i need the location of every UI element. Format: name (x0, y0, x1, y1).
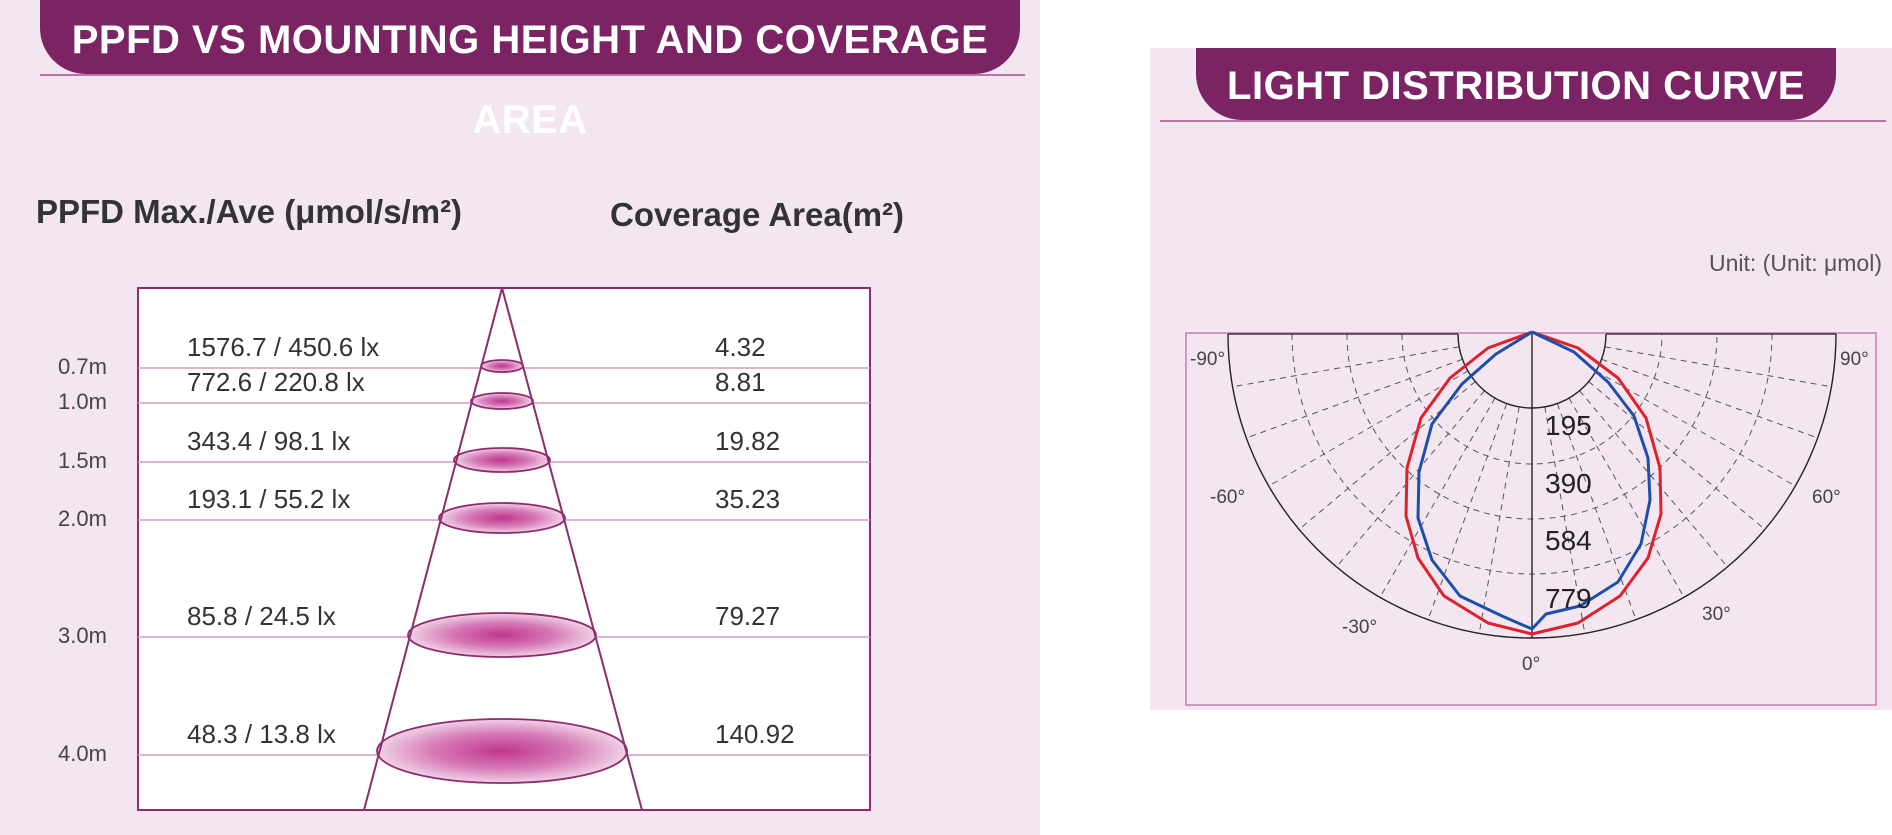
light-spot (453, 447, 551, 473)
coverage-value: 8.81 (715, 367, 766, 397)
distribution-title-banner: LIGHT DISTRIBUTION CURVE (1196, 48, 1836, 120)
angle-label: -60° (1210, 487, 1245, 508)
angle-label: -90° (1190, 349, 1225, 370)
ppfd-value: 85.8 / 24.5 lx (187, 601, 336, 631)
light-spot (407, 612, 597, 658)
height-label: 4.0m (58, 741, 107, 766)
coverage-value: 79.27 (715, 601, 781, 631)
polar-spoke (1604, 346, 1832, 388)
height-label: 0.7m (58, 354, 107, 379)
light-spot (470, 392, 534, 410)
ppfd-value: 772.6 / 220.8 lx (187, 367, 365, 397)
polar-chart: -90° 90° -60° 60° -30° 30° 0° 195 390 584 779 (1185, 330, 1877, 706)
height-label: 1.0m (58, 389, 107, 414)
coverage-value: 140.92 (715, 719, 795, 749)
blue-distribution-curve (1416, 330, 1652, 631)
polar-spoke (1556, 403, 1637, 620)
ppfd-value: 343.4 / 98.1 lx (187, 426, 351, 456)
ring-value-label: 195 (1545, 410, 1592, 441)
red-distribution-curve (1404, 330, 1663, 636)
polar-spoke (1232, 346, 1460, 388)
polar-spoke (1268, 370, 1469, 487)
beam-left-edge (363, 287, 503, 811)
ppfd-title-rule (40, 74, 1025, 76)
ppfd-value: 193.1 / 55.2 lx (187, 484, 351, 514)
polar-spoke (1246, 358, 1463, 439)
coverage-column-header: Coverage Area(m²) (610, 196, 905, 233)
polar-spoke (1579, 390, 1728, 568)
coverage-value: 4.32 (715, 332, 766, 362)
mounting-diagram (137, 287, 871, 811)
angle-label: 0° (1522, 654, 1540, 675)
coverage-value: 35.23 (715, 484, 781, 514)
light-spot (480, 359, 524, 373)
angle-label: -30° (1342, 617, 1377, 638)
light-spots (376, 359, 628, 784)
polar-ring (1401, 333, 1663, 465)
polar-spoke (1379, 397, 1496, 598)
angle-label: 60° (1812, 487, 1841, 508)
polar-spoke (1544, 406, 1586, 634)
height-label: 1.5m (58, 448, 107, 473)
unit-label: Unit: (Unit: μmol) (1709, 250, 1882, 276)
polar-spoke (1595, 370, 1796, 487)
ring-value-label: 390 (1545, 468, 1592, 499)
ring-value-label: 779 (1545, 583, 1592, 614)
polar-spoke (1568, 397, 1685, 598)
beam-right-edge (501, 287, 643, 811)
ppfd-value: 1576.7 / 450.6 lx (187, 332, 380, 362)
light-spot (376, 718, 628, 784)
polar-spoke (1588, 381, 1766, 530)
angle-label: 90° (1840, 349, 1869, 370)
ring-value-label: 584 (1545, 525, 1592, 556)
angle-label: 30° (1702, 604, 1731, 625)
light-spot (438, 502, 566, 534)
height-label: 2.0m (58, 506, 107, 531)
ppfd-value: 48.3 / 13.8 lx (187, 719, 336, 749)
ppfd-panel: PPFD VS MOUNTING HEIGHT AND COVERAGE ARE… (0, 0, 1040, 835)
coverage-value: 19.82 (715, 426, 781, 456)
polar-text: -90° 90° -60° 60° -30° 30° 0° 195 390 584 779 (1190, 349, 1869, 675)
height-label: 3.0m (58, 623, 107, 648)
distribution-title-rule (1160, 120, 1886, 122)
polar-spoke (1427, 403, 1508, 620)
polar-spoke (1601, 358, 1818, 439)
polar-curves (1404, 330, 1663, 636)
ppfd-column-header: PPFD Max./Ave (μmol/s/m²) (36, 193, 463, 230)
polar-grid (1227, 333, 1837, 639)
distribution-panel: LIGHT DISTRIBUTION CURVE Unit: (Unit: μm… (1150, 48, 1892, 710)
ppfd-title-banner: PPFD VS MOUNTING HEIGHT AND COVERAGE ARE… (40, 0, 1020, 142)
polar-spoke (1336, 390, 1485, 568)
polar-spoke (1478, 406, 1520, 634)
